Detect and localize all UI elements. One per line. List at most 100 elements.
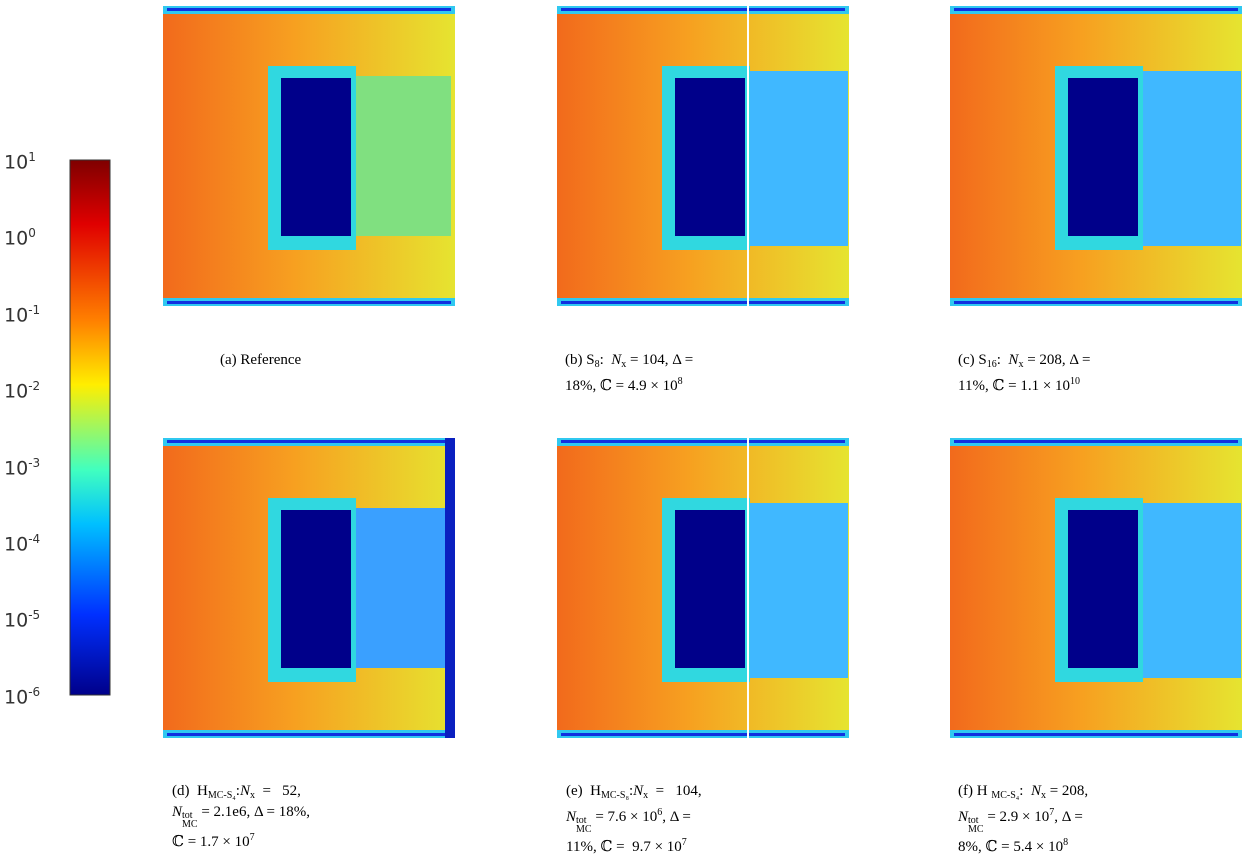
label-base: 10 <box>4 227 29 250</box>
label-exponent: -3 <box>28 455 41 470</box>
caption-text: , Δ = <box>1054 809 1083 825</box>
caption-text: = 2.1e6, Δ = 18%, <box>197 804 310 820</box>
colorbar-label: 100 <box>4 226 36 249</box>
colorbar <box>69 159 111 696</box>
caption-text: (d) H <box>172 783 208 799</box>
caption-text: ℂ = 1.7 × 10 <box>172 834 250 850</box>
caption-text: 8 <box>594 359 600 370</box>
caption-text: N <box>1030 783 1041 799</box>
caption-text: 18%, ℂ = 4.9 × 10 <box>565 378 678 394</box>
caption-text: = 7.6 × 10 <box>591 809 658 825</box>
caption-text: : <box>996 352 1009 368</box>
label-exponent: -2 <box>28 379 41 394</box>
caption-text: 11%, ℂ = 1.1 × 10 <box>958 378 1071 394</box>
colorbar-label: 101 <box>4 150 36 173</box>
caption-text: MC-S₄ <box>207 790 236 801</box>
label-exponent: 0 <box>28 226 36 241</box>
caption-text: MC <box>576 824 592 835</box>
label-base: 10 <box>4 456 29 479</box>
heatmap <box>950 6 1242 306</box>
heatmap <box>163 438 455 738</box>
caption-text: tot <box>968 815 979 826</box>
caption-text: x <box>643 790 649 801</box>
caption-text: 7 <box>1049 807 1055 818</box>
caption: (b) S8: Nx = 104, Δ = 18%, ℂ = 4.9 × 108 <box>565 352 693 395</box>
label-base: 10 <box>4 151 29 174</box>
caption-text: : <box>235 783 240 799</box>
caption-text: 11%, ℂ = 9.7 × 10 <box>566 839 682 855</box>
caption-text: x <box>249 790 255 801</box>
colorbar-label: 10-3 <box>4 456 40 479</box>
caption-text: MC <box>182 819 198 830</box>
caption-stack: tot MC <box>182 811 198 830</box>
label-exponent: -4 <box>28 532 41 546</box>
caption-text: N <box>1008 352 1019 368</box>
label-base: 10 <box>4 609 29 632</box>
heatmap <box>557 438 849 738</box>
caption-text: : <box>1019 783 1031 799</box>
label-base: 10 <box>4 686 29 709</box>
caption-text: 8 <box>1063 837 1069 848</box>
caption-text: N <box>633 783 644 799</box>
caption-text: (a) Reference <box>220 352 302 368</box>
colorbar-label: 10-5 <box>4 608 40 631</box>
caption-text: N <box>611 352 622 368</box>
caption-text: = 52, <box>254 783 301 799</box>
caption-line: 11%, ℂ = 1.1 × 1010 <box>958 373 1090 395</box>
caption-text: tot <box>576 815 587 826</box>
caption-text: N <box>239 783 250 799</box>
caption-text: (f) H <box>958 783 992 799</box>
caption-text: (c) S <box>958 352 987 368</box>
caption-line: (d) HMC-S₄:Nx = 52, <box>172 783 310 804</box>
caption-line: 18%, ℂ = 4.9 × 108 <box>565 373 693 395</box>
label-base: 10 <box>4 380 29 403</box>
caption-text: : <box>628 783 634 799</box>
caption-text: (e) H <box>566 783 601 799</box>
caption-text: 7 <box>249 832 255 843</box>
caption-line: 11%, ℂ = 9.7 × 107 <box>566 834 702 856</box>
colorbar-label: 10-4 <box>4 532 40 555</box>
caption-text: = 208, Δ = <box>1023 352 1091 368</box>
caption-text: N <box>958 809 969 825</box>
caption-line: 8%, ℂ = 5.4 × 108 <box>958 834 1088 856</box>
caption-text: MC-S₈ <box>600 790 629 801</box>
caption-text: 8%, ℂ = 5.4 × 10 <box>958 839 1064 855</box>
caption-text: = 208, <box>1045 783 1089 799</box>
caption-text: 6 <box>657 807 663 818</box>
colorbar-label: 10-1 <box>4 303 40 326</box>
caption-line: (c) S16: Nx = 208, Δ = <box>958 352 1090 373</box>
label-exponent: -5 <box>28 608 41 623</box>
caption-text: x <box>621 359 627 370</box>
caption-text: N <box>566 809 577 825</box>
heatmap <box>950 438 1242 738</box>
caption-stack: tot MC <box>968 815 984 835</box>
caption-text: (b) S <box>565 352 595 368</box>
caption-text: = 104, <box>648 783 702 799</box>
caption-text: = 104, Δ = <box>626 352 694 368</box>
colorbar-label: 10-2 <box>4 379 40 402</box>
caption-text: 10 <box>1070 376 1081 387</box>
label-base: 10 <box>4 533 29 556</box>
caption-text: N <box>172 804 183 820</box>
caption: (a) Reference <box>220 352 301 369</box>
caption-text: MC <box>968 824 984 835</box>
caption-text: 7 <box>681 837 687 848</box>
label-base: 10 <box>4 304 29 327</box>
label-exponent: -6 <box>28 684 41 699</box>
heatmap <box>557 6 849 306</box>
caption-text: 8 <box>677 376 683 387</box>
label-exponent: 1 <box>28 150 36 164</box>
caption-line: (e) HMC-S₈:Nx = 104, <box>566 783 702 804</box>
caption-text: : <box>599 352 612 368</box>
caption-text: x <box>1018 359 1024 370</box>
heatmap <box>163 6 455 306</box>
caption-line: (b) S8: Nx = 104, Δ = <box>565 352 693 373</box>
caption-text: , Δ = <box>662 809 691 825</box>
label-exponent: -1 <box>28 302 41 317</box>
